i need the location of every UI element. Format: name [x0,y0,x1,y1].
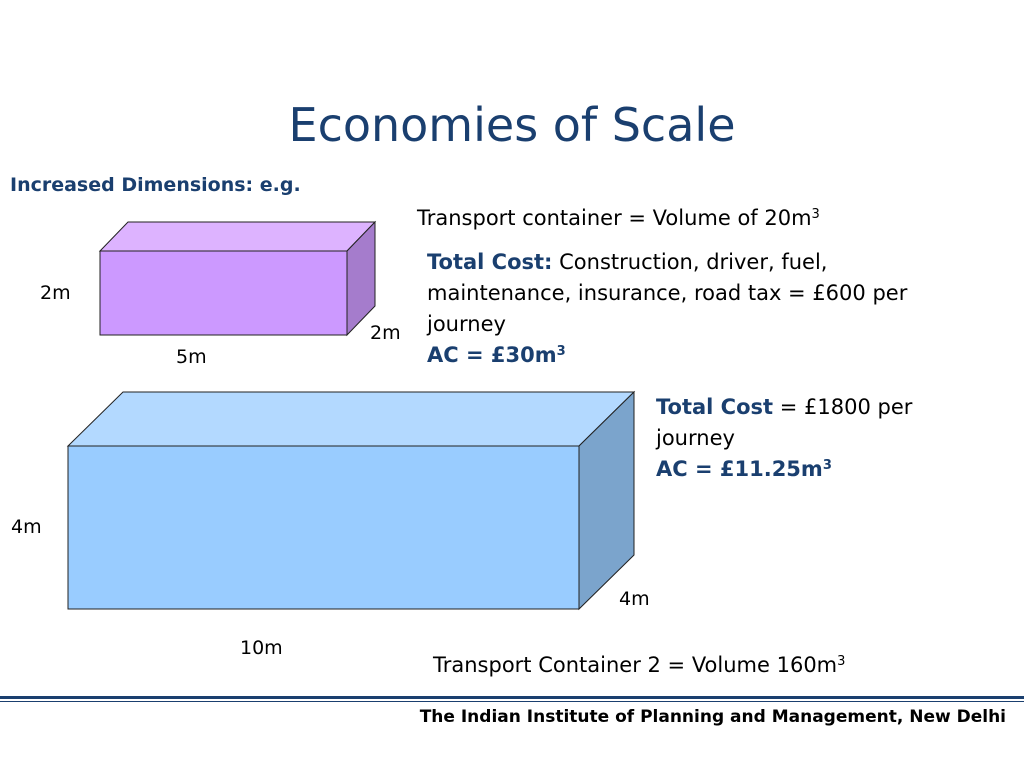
container2-cost-text: Total Cost = £1800 per journey AC = £11.2… [656,392,996,485]
large-box-front-face [67,445,580,610]
small-box-front-face [99,250,348,336]
small-box-depth-label: 2m [370,322,401,344]
container1-total-cost-label: Total Cost: [427,250,553,274]
container1-cost-text: Total Cost: Construction, driver, fuel, … [427,247,927,371]
footer-divider-thin [0,701,1024,702]
large-box-depth-label: 4m [619,588,650,610]
large-box-width-label: 10m [240,637,283,659]
footer-divider-thick [0,696,1024,699]
large-box-top-face [66,391,636,447]
container1-total-cost-value: Construction, driver, fuel, maintenance,… [427,250,908,336]
large-box-height-label: 4m [11,516,42,538]
slide-subtitle: Increased Dimensions: e.g. [10,174,301,196]
container2-total-cost-label: Total Cost [656,395,774,419]
container-diagrams [66,220,636,611]
slide-title: Economies of Scale [288,98,736,152]
small-container-box [98,220,377,337]
container2-total-cost-value: = £1800 per journey [656,395,913,450]
container1-ac-text: AC = £30m3 [427,343,566,367]
small-box-width-label: 5m [176,346,207,368]
small-box-top-face [98,221,377,252]
container2-volume-text: Transport Container 2 = Volume 160m3 [433,653,846,677]
container2-ac-text: AC = £11.25m3 [656,457,832,481]
large-container-box [66,390,636,611]
container1-volume-text: Transport container = Volume of 20m3 [417,206,820,230]
footer-institution: The Indian Institute of Planning and Man… [419,707,1006,727]
small-box-height-label: 2m [40,282,71,304]
